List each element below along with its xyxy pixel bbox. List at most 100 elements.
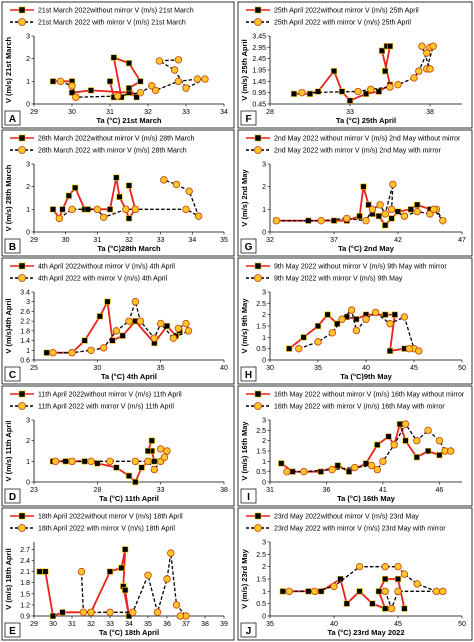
data-point-without-mirror — [286, 345, 293, 352]
legend-label: 4th April 2022without mirror V (m/s) 4th… — [38, 264, 175, 271]
data-point-without-mirror — [116, 193, 123, 200]
y-tick-label: 2.5 — [256, 552, 266, 559]
y-axis-label: V (m/s) 21st March — [4, 36, 13, 103]
y-tick-label: 1.4 — [20, 338, 30, 345]
data-point-with-mirror — [381, 562, 389, 571]
chart-panel-d: 11th April 2022without mirror V (m/s) 11… — [1, 385, 235, 507]
x-tick-label: 31 — [93, 237, 101, 244]
y-axis-label: V (m/s) 23rd May — [240, 548, 249, 608]
data-point-without-mirror — [346, 97, 354, 104]
x-tick-label: 36 — [323, 487, 331, 494]
legend-marker — [18, 390, 26, 398]
data-point-without-mirror — [324, 311, 331, 318]
data-point-with-mirror — [172, 601, 181, 609]
data-point-without-mirror — [125, 182, 133, 189]
y-tick-label: 3.45 — [252, 34, 266, 41]
y-tick-label: 1 — [26, 459, 30, 466]
data-point-without-mirror — [133, 94, 140, 101]
data-point-with-mirror — [435, 436, 444, 445]
data-point-with-mirror — [423, 49, 431, 57]
y-axis-label: V (m/s) 9th May — [240, 298, 249, 354]
legend-marker — [254, 146, 262, 154]
legend-marker — [254, 18, 262, 26]
panel-border — [1, 385, 235, 507]
chart-panel-h: 9th May 2022 without mirror V (m/s) 9th … — [237, 257, 473, 385]
x-tick-label: 31 — [68, 621, 76, 628]
data-point-without-mirror — [110, 54, 117, 61]
data-point-without-mirror — [81, 337, 88, 344]
data-point-with-mirror — [298, 88, 306, 97]
chart-panel-a: 21st March 2022without mirror V (m/s) 21… — [1, 1, 235, 129]
data-point-without-mirror — [278, 460, 285, 467]
y-axis-label: V (m/s) 16th May — [240, 421, 249, 481]
data-point-without-mirror — [386, 43, 394, 50]
y-tick-label: 0.6 — [20, 358, 30, 365]
y-tick-label: 3 — [262, 418, 266, 425]
x-tick-label: 50 — [458, 621, 466, 628]
data-point-without-mirror — [306, 90, 314, 97]
data-point-without-mirror — [394, 575, 402, 583]
legend-label: 9th May 2022 with mirror V (m/s) 9th May — [274, 276, 403, 283]
x-tick-label: 31 — [106, 109, 114, 116]
legend-label: 16th May 2022 with mirror V (m/s) 16th M… — [274, 404, 445, 411]
panel-letter-box — [4, 110, 21, 126]
legend-label: 18th April 2022 with mirror V (m/s) 18th… — [38, 526, 175, 533]
y-tick-label: 1.45 — [252, 79, 266, 86]
data-point-without-mirror — [125, 472, 133, 479]
data-point-with-mirror — [93, 205, 102, 214]
x-tick-label: 37 — [182, 621, 190, 628]
x-tick-label: 34 — [188, 237, 196, 244]
legend-marker — [18, 512, 26, 520]
data-point-with-mirror — [136, 317, 145, 325]
y-tick-label: 0.5 — [256, 346, 266, 353]
data-point-with-mirror — [367, 461, 376, 470]
y-tick-label: 2 — [26, 56, 30, 63]
data-point-with-mirror — [401, 420, 410, 428]
y-tick-label: 2 — [26, 438, 30, 445]
x-tick-label: 28 — [93, 487, 101, 494]
y-tick-label: 1.8 — [20, 580, 30, 587]
panel-letter: G — [245, 242, 253, 253]
data-point-with-mirror — [194, 212, 203, 220]
y-tick-label: 2.5 — [256, 301, 266, 308]
data-point-with-mirror — [362, 315, 370, 323]
data-point-without-mirror — [317, 468, 324, 475]
data-point-without-mirror — [106, 568, 114, 575]
legend-marker — [18, 402, 26, 410]
data-point-with-mirror — [68, 349, 76, 357]
legend-label: 4th April 2022 with mirror V (m/s) 4th A… — [38, 276, 168, 283]
data-point-with-mirror — [351, 463, 359, 472]
data-point-with-mirror — [156, 319, 165, 328]
y-tick-label: 2.1 — [20, 569, 30, 576]
y-tick-label: 3 — [26, 299, 30, 306]
y-axis-label: V (m/s)4th April — [4, 298, 13, 353]
x-tick-label: 29 — [30, 109, 38, 116]
data-point-with-mirror — [122, 205, 130, 214]
legend-label: 28th March 2022without mirror V (m/s) 28… — [38, 136, 194, 143]
data-point-with-mirror — [272, 216, 281, 225]
data-point-without-mirror — [125, 612, 133, 620]
legend-label: 2nd May 2022 with mirror V (m/s) 2nd May… — [274, 148, 442, 155]
legend-label: 2nd May 2022 without mirror V (m/s) 2nd … — [274, 136, 461, 143]
data-point-without-mirror — [132, 478, 139, 486]
legend-marker — [254, 262, 262, 270]
panel-letter-box — [4, 488, 21, 504]
data-point-with-mirror — [394, 587, 402, 596]
panel-letter-box — [240, 110, 257, 126]
data-point-with-mirror — [56, 77, 65, 86]
data-point-without-mirror — [330, 68, 338, 75]
data-point-without-mirror — [314, 88, 322, 95]
data-point-with-mirror — [131, 298, 140, 306]
data-point-with-mirror — [160, 453, 169, 461]
legend-label: 16th May 2022 without mirror V (m/s) 16t… — [274, 392, 465, 399]
data-point-without-mirror — [49, 78, 57, 85]
data-point-with-mirror — [106, 457, 114, 466]
legend-marker — [18, 262, 26, 270]
data-point-without-mirror — [314, 322, 322, 330]
x-axis-label: Ta (°C) 16th May — [337, 494, 396, 503]
data-point-with-mirror — [77, 567, 86, 576]
data-point-without-mirror — [402, 437, 409, 444]
data-point-without-mirror — [122, 546, 129, 553]
data-point-with-mirror — [113, 92, 122, 100]
data-point-with-mirror — [314, 338, 322, 346]
